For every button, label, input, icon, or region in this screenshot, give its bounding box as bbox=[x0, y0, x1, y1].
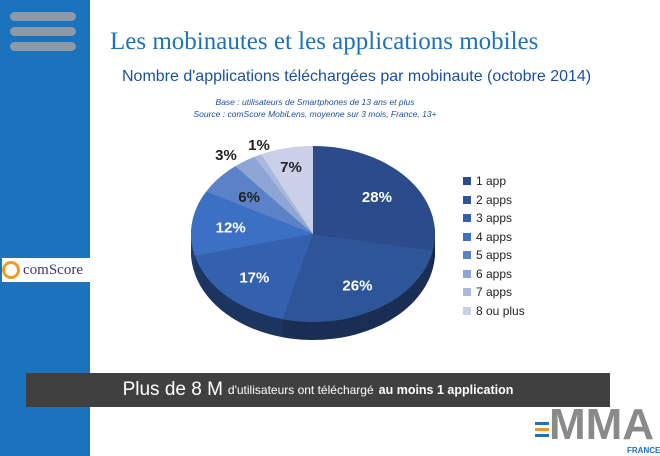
legend-swatch bbox=[463, 269, 471, 278]
legend-label: 8 ou plus bbox=[476, 303, 525, 318]
slice-label: 6% bbox=[238, 189, 260, 206]
slice-label: 1% bbox=[248, 137, 270, 154]
pie-slice-6 bbox=[235, 156, 313, 234]
slice-label: 12% bbox=[216, 220, 246, 237]
legend-item: 7 apps bbox=[463, 283, 525, 302]
banner-highlight: Plus de 8 M bbox=[122, 379, 223, 400]
legend-label: 5 apps bbox=[476, 248, 513, 263]
menu-bar-icon bbox=[10, 27, 76, 36]
legend-swatch bbox=[463, 288, 471, 297]
legend-swatch bbox=[463, 195, 471, 204]
legend: 1 app 2 apps 3 apps 4 apps 5 apps 6 apps 7 app… bbox=[463, 172, 525, 320]
legend-item: 1 app bbox=[463, 172, 525, 191]
pie-slice-7 bbox=[254, 154, 313, 234]
legend-label: 4 apps bbox=[476, 229, 513, 244]
slice-label: 7% bbox=[280, 159, 302, 176]
chart-title: Nombre d'applications téléchargées par m… bbox=[122, 68, 592, 85]
legend-item: 4 apps bbox=[463, 228, 525, 247]
legend-item: 6 apps bbox=[463, 265, 525, 284]
legend-item: 2 apps bbox=[463, 191, 525, 210]
pie-slice-5 bbox=[206, 166, 313, 234]
pie-slice-8 bbox=[261, 146, 313, 234]
pie-slice-2 bbox=[282, 234, 433, 322]
summary-banner: Plus de 8 M d'utilisateurs ont télécharg… bbox=[26, 373, 610, 407]
mma-stripes-icon bbox=[535, 422, 549, 440]
chart-note-source: Source : comScore MobiLens, moyenne sur … bbox=[193, 109, 437, 119]
mma-logo-text: MMA bbox=[549, 400, 655, 449]
slice-label: 28% bbox=[362, 189, 392, 206]
legend-label: 6 apps bbox=[476, 266, 513, 281]
chart-note-base: Base : utilisateurs de Smartphones de 13… bbox=[215, 97, 415, 107]
mma-logo: MMA FRANCE bbox=[527, 400, 660, 456]
legend-label: 3 apps bbox=[476, 211, 513, 226]
menu-bar-icon bbox=[10, 12, 76, 21]
slide-title: Les mobinautes et les applications mobil… bbox=[110, 28, 539, 55]
legend-swatch bbox=[463, 177, 471, 186]
banner-text: d'utilisateurs ont téléchargé bbox=[227, 383, 374, 397]
mma-logo-subtext: FRANCE bbox=[627, 446, 660, 455]
legend-item: 3 apps bbox=[463, 209, 525, 228]
comscore-logo: comScore bbox=[2, 258, 120, 282]
legend-label: 2 apps bbox=[476, 192, 513, 207]
pie-slice-4 bbox=[191, 191, 313, 256]
legend-swatch bbox=[463, 214, 471, 223]
pie-slice-1 bbox=[313, 146, 436, 251]
banner-emphasis: au moins 1 application bbox=[378, 383, 514, 397]
pie-slice-3 bbox=[194, 234, 313, 320]
legend-swatch bbox=[463, 251, 471, 260]
legend-swatch bbox=[463, 232, 471, 241]
menu-bar-icon bbox=[10, 42, 76, 51]
slice-label: 26% bbox=[342, 278, 372, 295]
slice-label: 17% bbox=[239, 269, 269, 286]
legend-label: 1 app bbox=[476, 174, 507, 189]
legend-item: 8 ou plus bbox=[463, 302, 525, 321]
legend-swatch bbox=[463, 306, 471, 315]
legend-item: 5 apps bbox=[463, 246, 525, 265]
slice-label: 3% bbox=[215, 147, 237, 164]
legend-label: 7 apps bbox=[476, 285, 513, 300]
